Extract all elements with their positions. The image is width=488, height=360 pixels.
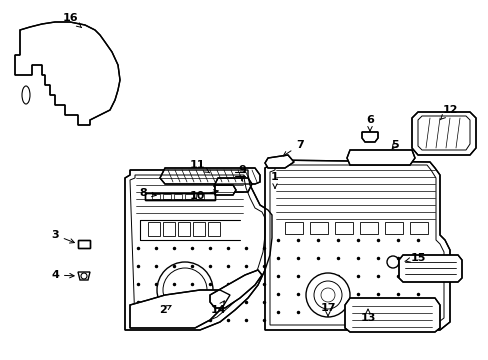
Bar xyxy=(384,222,402,234)
Bar xyxy=(193,222,204,236)
Text: 10: 10 xyxy=(189,190,218,201)
Text: 12: 12 xyxy=(439,105,457,120)
Polygon shape xyxy=(346,150,414,165)
Bar xyxy=(359,222,377,234)
Bar xyxy=(184,194,193,199)
Bar xyxy=(152,194,160,199)
Polygon shape xyxy=(215,185,236,195)
Polygon shape xyxy=(125,170,271,330)
Text: 6: 6 xyxy=(366,115,373,131)
Text: 2: 2 xyxy=(159,305,171,315)
Bar xyxy=(334,222,352,234)
Text: 14: 14 xyxy=(210,301,225,315)
Bar xyxy=(207,222,220,236)
Text: 17: 17 xyxy=(320,303,335,316)
Text: 11: 11 xyxy=(189,160,209,173)
Bar xyxy=(163,194,171,199)
Bar xyxy=(174,194,182,199)
Polygon shape xyxy=(130,290,229,328)
Polygon shape xyxy=(214,178,251,192)
Text: 5: 5 xyxy=(390,140,398,150)
Polygon shape xyxy=(160,168,260,184)
Polygon shape xyxy=(15,22,120,125)
Circle shape xyxy=(305,273,349,317)
Text: 16: 16 xyxy=(62,13,81,28)
Polygon shape xyxy=(411,112,475,155)
Text: 4: 4 xyxy=(51,270,74,280)
Polygon shape xyxy=(345,298,439,332)
Polygon shape xyxy=(264,155,293,168)
Text: 15: 15 xyxy=(404,253,425,263)
Bar xyxy=(196,194,203,199)
Bar xyxy=(309,222,327,234)
Polygon shape xyxy=(264,160,449,330)
Text: 8: 8 xyxy=(139,188,156,198)
Text: 7: 7 xyxy=(283,140,303,156)
Bar xyxy=(285,222,303,234)
Bar xyxy=(178,222,190,236)
Text: 1: 1 xyxy=(270,172,278,188)
Bar xyxy=(148,222,160,236)
Polygon shape xyxy=(145,193,215,200)
Polygon shape xyxy=(209,270,262,308)
Text: 9: 9 xyxy=(238,165,245,181)
Bar xyxy=(409,222,427,234)
Bar xyxy=(163,222,175,236)
Text: 13: 13 xyxy=(360,309,375,323)
Polygon shape xyxy=(398,255,461,282)
Polygon shape xyxy=(78,240,90,248)
Text: 3: 3 xyxy=(51,230,74,243)
Polygon shape xyxy=(361,132,377,142)
